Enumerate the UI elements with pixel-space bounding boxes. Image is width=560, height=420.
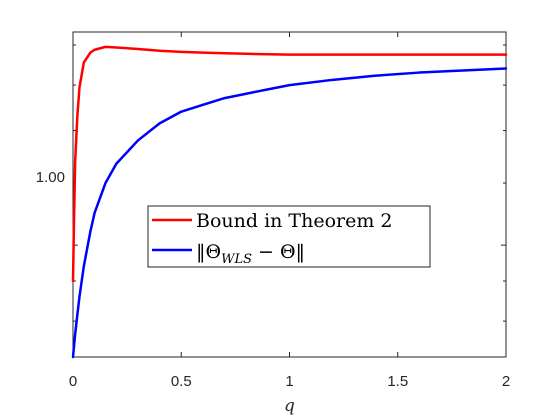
x-axis-label: q (284, 396, 295, 416)
x-tick-label: 0.5 (171, 373, 192, 390)
legend-box (147, 205, 431, 268)
y-tick-label: 1.00 (36, 169, 65, 186)
series-line-error (71, 67, 508, 359)
x-tick-label: 0 (69, 373, 77, 390)
x-tick-label: 2 (502, 373, 510, 390)
plot-area (72, 31, 507, 358)
series-layer (71, 45, 508, 359)
legend-label-bound: Bound in Theorem 2 (196, 210, 393, 232)
series-line-bound (71, 45, 508, 283)
x-tick-label: 1.5 (387, 373, 408, 390)
legend: Bound in Theorem 2 ‖ΘWLS − Θ‖ (147, 205, 431, 268)
x-tick-label: 1 (285, 373, 293, 390)
